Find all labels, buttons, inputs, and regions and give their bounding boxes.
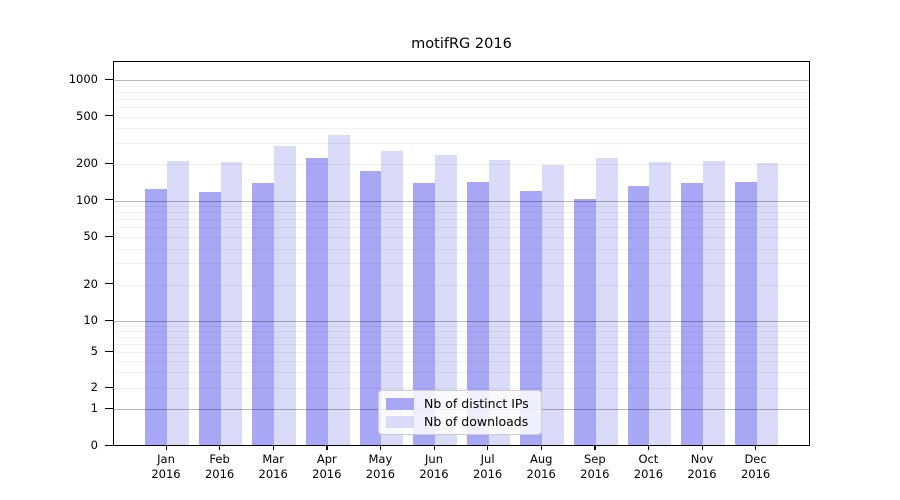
- x-axis-tick-label: Mar 2016: [258, 452, 288, 481]
- y-axis-tick: [105, 115, 113, 117]
- y-axis-tick-label: 1: [90, 401, 98, 415]
- x-axis-tick: [487, 445, 489, 450]
- y-axis-tick: [105, 407, 113, 409]
- gridline-minor: [114, 116, 809, 118]
- legend-swatch-downloads: [386, 415, 414, 428]
- x-axis-tick: [433, 445, 435, 450]
- bar-downloads: [327, 135, 350, 445]
- bar-downloads: [488, 160, 511, 445]
- x-axis-tick: [219, 445, 221, 450]
- bar-distinct-ips: [306, 157, 328, 445]
- bar-downloads: [595, 158, 618, 445]
- bar-downloads: [167, 160, 189, 445]
- x-axis-tick-label: Jun 2016: [419, 452, 449, 481]
- bar-downloads: [703, 160, 725, 445]
- x-axis-tick-label: Oct 2016: [633, 452, 664, 481]
- x-axis-tick-label: Aug 2016: [526, 452, 556, 481]
- gridline-minor: [114, 85, 809, 87]
- x-axis-tick: [594, 445, 596, 450]
- x-axis-tick: [326, 445, 328, 450]
- x-axis-tick: [755, 445, 757, 450]
- x-axis-tick-label: Sep 2016: [580, 452, 610, 481]
- legend-label: Nb of distinct IPs: [424, 396, 529, 411]
- bar-distinct-ips: [520, 190, 543, 445]
- y-axis-tick: [105, 444, 113, 446]
- gridline-minor: [114, 142, 809, 144]
- x-axis-tick: [701, 445, 703, 450]
- x-axis-tick: [272, 445, 274, 450]
- bar-downloads: [756, 163, 779, 445]
- chart-title: motifRG 2016: [411, 36, 512, 52]
- legend-item: Nb of distinct IPs: [386, 396, 529, 411]
- y-axis-tick-label: 50: [83, 229, 98, 243]
- gridline-minor: [114, 128, 809, 130]
- bar-downloads: [274, 145, 296, 445]
- y-axis-tick: [105, 162, 113, 164]
- bar-distinct-ips: [466, 181, 489, 445]
- x-axis-tick-label: Dec 2016: [740, 452, 771, 481]
- x-axis-tick-label: Jan 2016: [151, 452, 181, 481]
- legend-label: Nb of downloads: [424, 414, 529, 429]
- y-axis-tick: [105, 283, 113, 285]
- y-axis-tick-label: 1000: [68, 72, 98, 86]
- y-axis-tick: [105, 319, 113, 321]
- y-axis-tick-label: 5: [90, 344, 98, 358]
- bar-downloads: [381, 151, 404, 445]
- y-axis-tick: [105, 235, 113, 237]
- x-axis-tick-label: May 2016: [365, 452, 396, 481]
- y-axis-tick: [105, 199, 113, 201]
- x-axis-tick: [540, 445, 542, 450]
- bar-distinct-ips: [574, 199, 596, 445]
- y-axis-tick: [105, 350, 113, 352]
- gridline-major: [114, 80, 809, 81]
- x-axis-tick-label: Jul 2016: [472, 452, 503, 481]
- x-axis-tick: [165, 445, 167, 450]
- bar-distinct-ips: [734, 182, 757, 445]
- x-axis-tick-label: Nov 2016: [687, 452, 717, 481]
- gridline-minor: [114, 98, 809, 100]
- gridline-minor: [114, 91, 809, 93]
- bar-downloads: [220, 162, 243, 445]
- x-axis-tick-label: Apr 2016: [312, 452, 342, 481]
- bar-distinct-ips: [252, 182, 275, 445]
- bar-distinct-ips: [145, 188, 167, 445]
- y-axis-tick-label: 20: [83, 276, 98, 291]
- y-axis-tick-label: 200: [76, 156, 98, 170]
- x-axis-tick-label: Feb 2016: [204, 452, 235, 481]
- y-axis-tick-label: 0: [90, 438, 98, 452]
- y-axis-tick: [105, 386, 113, 388]
- y-axis-tick-label: 500: [76, 108, 98, 123]
- y-axis-tick-label: 2: [90, 380, 98, 394]
- legend-item: Nb of downloads: [386, 414, 529, 429]
- x-axis-tick: [379, 445, 382, 450]
- legend: Nb of distinct IPs Nb of downloads: [378, 390, 542, 435]
- legend-swatch-distinct-ips: [386, 397, 414, 410]
- bar-distinct-ips: [198, 191, 221, 445]
- y-axis-tick: [105, 78, 113, 80]
- bar-downloads: [649, 162, 672, 445]
- gridline-minor: [114, 106, 809, 108]
- y-axis-tick-label: 10: [83, 313, 98, 327]
- plot-area: [113, 61, 810, 446]
- y-axis-tick-label: 100: [76, 192, 98, 207]
- bar-distinct-ips: [681, 183, 703, 445]
- bar-distinct-ips: [359, 170, 382, 445]
- x-axis-tick: [647, 445, 650, 450]
- bar-distinct-ips: [413, 182, 435, 445]
- bar-downloads: [542, 165, 564, 445]
- bar-distinct-ips: [627, 186, 650, 445]
- bar-downloads: [435, 154, 457, 445]
